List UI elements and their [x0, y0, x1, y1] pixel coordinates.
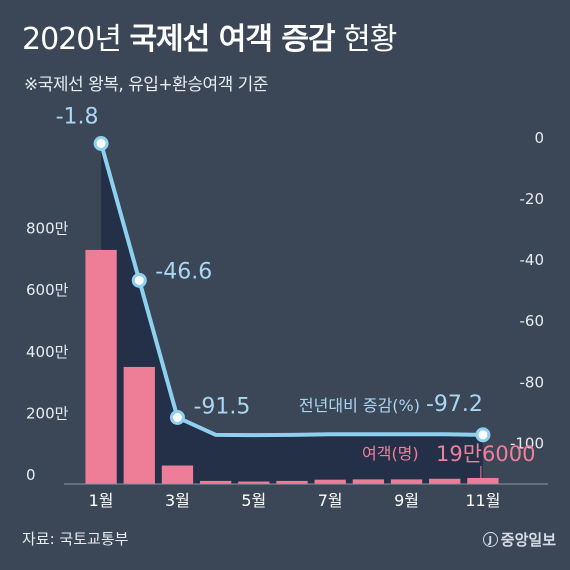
x-axis-tick-label: 5월 — [241, 491, 266, 510]
x-axis-tick-label: 1월 — [89, 491, 114, 510]
line-point-label: -91.5 — [193, 394, 250, 419]
line-legend-label: 전년대비 증감(%) — [299, 396, 420, 415]
bar-4월 — [199, 480, 232, 484]
source-note: 자료: 국토교통부 — [22, 530, 129, 548]
right-axis-tick-label: -40 — [520, 251, 545, 269]
line-point-label: -1.8 — [56, 104, 99, 129]
bar-2월 — [123, 366, 155, 484]
left-axis-tick-label: 0 — [26, 466, 36, 484]
line-point-marker — [475, 427, 491, 443]
chart-title: 2020년 국제선 여객 증감 현황 — [22, 14, 397, 58]
right-axis-tick-label: -100 — [510, 434, 544, 452]
line-point-label: -46.6 — [155, 259, 212, 284]
bar-5월 — [238, 481, 270, 484]
right-axis-tick-label: -20 — [520, 190, 545, 208]
title-suffix: 현황 — [334, 22, 397, 57]
publisher-logo: J 중앙일보 — [482, 529, 556, 550]
line-point-label: -97.2 — [426, 392, 483, 417]
bar-10월 — [429, 478, 461, 484]
line-point-marker — [131, 272, 147, 288]
left-axis-tick-label: 800만 — [26, 220, 69, 238]
right-axis-tick-label: -80 — [520, 373, 545, 391]
title-year: 2020년 — [22, 22, 130, 57]
x-axis-tick-label: 9월 — [394, 491, 419, 510]
x-axis-tick-label: 3월 — [165, 491, 190, 510]
bar-3월 — [161, 465, 194, 484]
line-point-marker — [169, 409, 185, 425]
bar-last-value-label: 19만6000 — [436, 442, 536, 466]
line-series-yoy-change — [99, 142, 483, 438]
bar-7월 — [314, 479, 346, 484]
logo-mark-icon: J — [482, 532, 498, 547]
bar-6월 — [276, 480, 308, 484]
left-axis-tick-label: 200만 — [26, 404, 69, 422]
left-axis-tick-label: 400만 — [26, 343, 69, 361]
line-point-marker — [93, 135, 109, 151]
right-axis-tick-label: 0 — [534, 129, 544, 147]
chart-subtitle: ※국제선 왕복, 유입+환승여객 기준 — [24, 75, 268, 95]
bar-11월 — [467, 477, 499, 484]
bar-9월 — [390, 479, 423, 484]
x-axis-tick-label: 7월 — [318, 491, 343, 510]
bar-8월 — [352, 479, 385, 484]
title-main: 국제선 여객 증감 — [129, 22, 335, 57]
x-axis-tick-label: 11월 — [465, 491, 500, 510]
logo-text: 중앙일보 — [500, 531, 556, 549]
left-axis-tick-label: 600만 — [26, 281, 69, 299]
bar-legend-label: 여객(명) — [362, 444, 419, 463]
right-axis-tick-label: -60 — [520, 312, 545, 330]
bar-1월 — [85, 249, 117, 484]
